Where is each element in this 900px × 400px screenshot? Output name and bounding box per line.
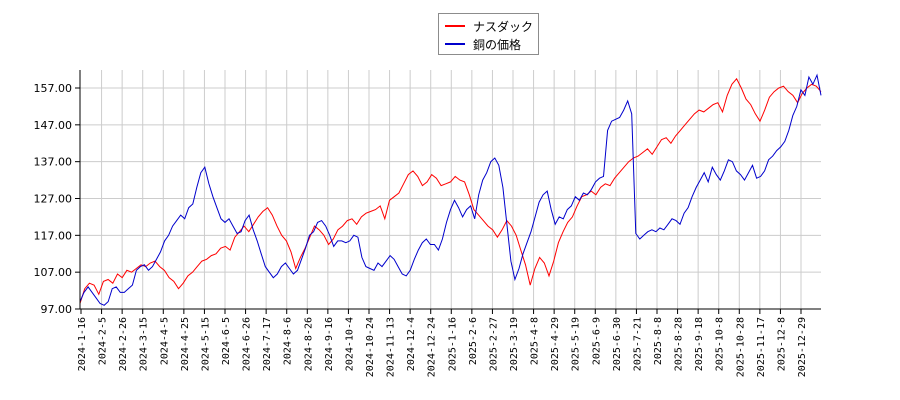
x-tick-label: 2025-10-8 (715, 317, 726, 371)
x-tick-label: 2024-2-5 (98, 317, 109, 365)
x-tick-label: 2024-7-17 (262, 317, 273, 371)
x-tick-label: 2024-6-26 (242, 317, 253, 371)
x-axis-ticks: 2024-1-16 2024-2-5 2024-2-26 2024-3-15 2024-… (77, 309, 808, 377)
y-tick-label: 107.00 (34, 266, 73, 279)
x-tick-label: 2025-2-27 (488, 317, 499, 371)
y-axis-ticks: 97.00 107.00 117.00 127.00 137.00 147.00 157.0… (34, 82, 80, 316)
legend-item-nasdaq: ナスダック (445, 17, 533, 35)
x-tick-label: 2025-4-8 (530, 317, 541, 365)
grid-lines (80, 70, 821, 309)
y-tick-label: 157.00 (34, 82, 73, 95)
x-tick-label: 2024-8-26 (303, 317, 314, 371)
x-tick-label: 2025-5-19 (571, 317, 582, 371)
legend-swatch-blue (445, 43, 465, 45)
y-tick-label: 97.00 (41, 303, 73, 316)
series-line (79, 77, 822, 304)
x-tick-label: 2024-5-15 (200, 317, 211, 371)
x-tick-label: 2024-10-4 (344, 317, 355, 371)
y-tick-label: 127.00 (34, 193, 73, 206)
x-tick-label: 2024-4-5 (159, 317, 170, 365)
x-tick-label: 2025-12-8 (776, 317, 787, 371)
x-tick-label: 2025-2-6 (468, 317, 479, 365)
y-tick-label: 147.00 (34, 119, 73, 132)
x-tick-label: 2025-8-28 (674, 317, 685, 371)
x-tick-label: 2025-6-30 (612, 317, 623, 371)
x-tick-label: 2025-1-16 (447, 317, 458, 371)
x-tick-label: 2024-6-5 (221, 317, 232, 365)
legend-label: 銅の価格 (473, 37, 522, 52)
x-tick-label: 2024-4-25 (180, 317, 191, 371)
y-tick-label: 137.00 (34, 156, 73, 169)
x-tick-label: 2025-8-8 (653, 317, 664, 365)
series-line (79, 73, 822, 306)
x-tick-label: 2025-10-28 (735, 317, 746, 377)
series-lines (79, 73, 822, 306)
x-tick-label: 2024-2-26 (118, 317, 129, 371)
legend-label: ナスダック (473, 19, 534, 34)
x-tick-label: 2025-6-9 (591, 317, 602, 365)
x-tick-label: 2024-11-13 (386, 317, 397, 377)
x-tick-label: 2024-12-4 (406, 317, 417, 371)
legend-item-copper: 銅の価格 (445, 35, 521, 53)
x-tick-label: 2025-9-18 (694, 317, 705, 371)
y-tick-label: 117.00 (34, 229, 73, 242)
x-tick-label: 2025-12-29 (797, 317, 808, 377)
x-tick-label: 2024-3-15 (139, 317, 150, 371)
legend-swatch-red (445, 25, 465, 27)
x-tick-label: 2024-12-24 (427, 317, 438, 377)
x-tick-label: 2024-10-24 (365, 317, 376, 377)
x-tick-label: 2024-9-16 (324, 317, 335, 371)
x-tick-label: 2024-1-16 (77, 317, 88, 371)
axes (79, 70, 821, 310)
x-tick-label: 2025-11-17 (756, 317, 767, 377)
x-tick-label: 2025-4-29 (550, 317, 561, 371)
x-tick-label: 2024-8-6 (283, 317, 294, 365)
x-tick-label: 2025-3-19 (509, 317, 520, 371)
x-tick-label: 2025-7-21 (632, 317, 643, 371)
chart-legend: ナスダック 銅の価格 (438, 13, 539, 55)
